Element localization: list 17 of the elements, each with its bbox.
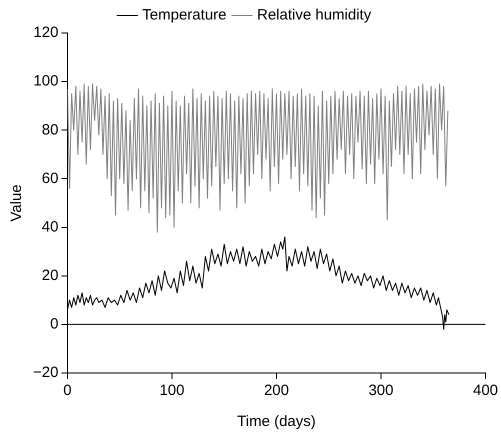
y-tick-label: 40 [42, 218, 58, 236]
x-tick-label: 200 [264, 382, 289, 400]
x-axis-title: Time (days) [237, 413, 316, 430]
legend-label: Temperature [142, 6, 227, 24]
x-tick-label: 400 [472, 382, 498, 400]
y-tick-label: 120 [33, 24, 58, 42]
x-tick-label: 0 [63, 382, 72, 400]
y-tick-label: −20 [32, 364, 58, 382]
y-tick-label: 60 [42, 170, 58, 187]
x-tick-label: 300 [368, 382, 394, 400]
y-tick-label: 20 [42, 267, 58, 284]
x-tick-label: 100 [159, 382, 184, 400]
y-axis-title: Value [8, 184, 26, 222]
y-tick-label: 80 [42, 121, 58, 138]
y-tick-label: 100 [33, 72, 58, 90]
y-tick-label: 0 [50, 316, 58, 333]
legend-label: Relative humidity [256, 6, 372, 24]
